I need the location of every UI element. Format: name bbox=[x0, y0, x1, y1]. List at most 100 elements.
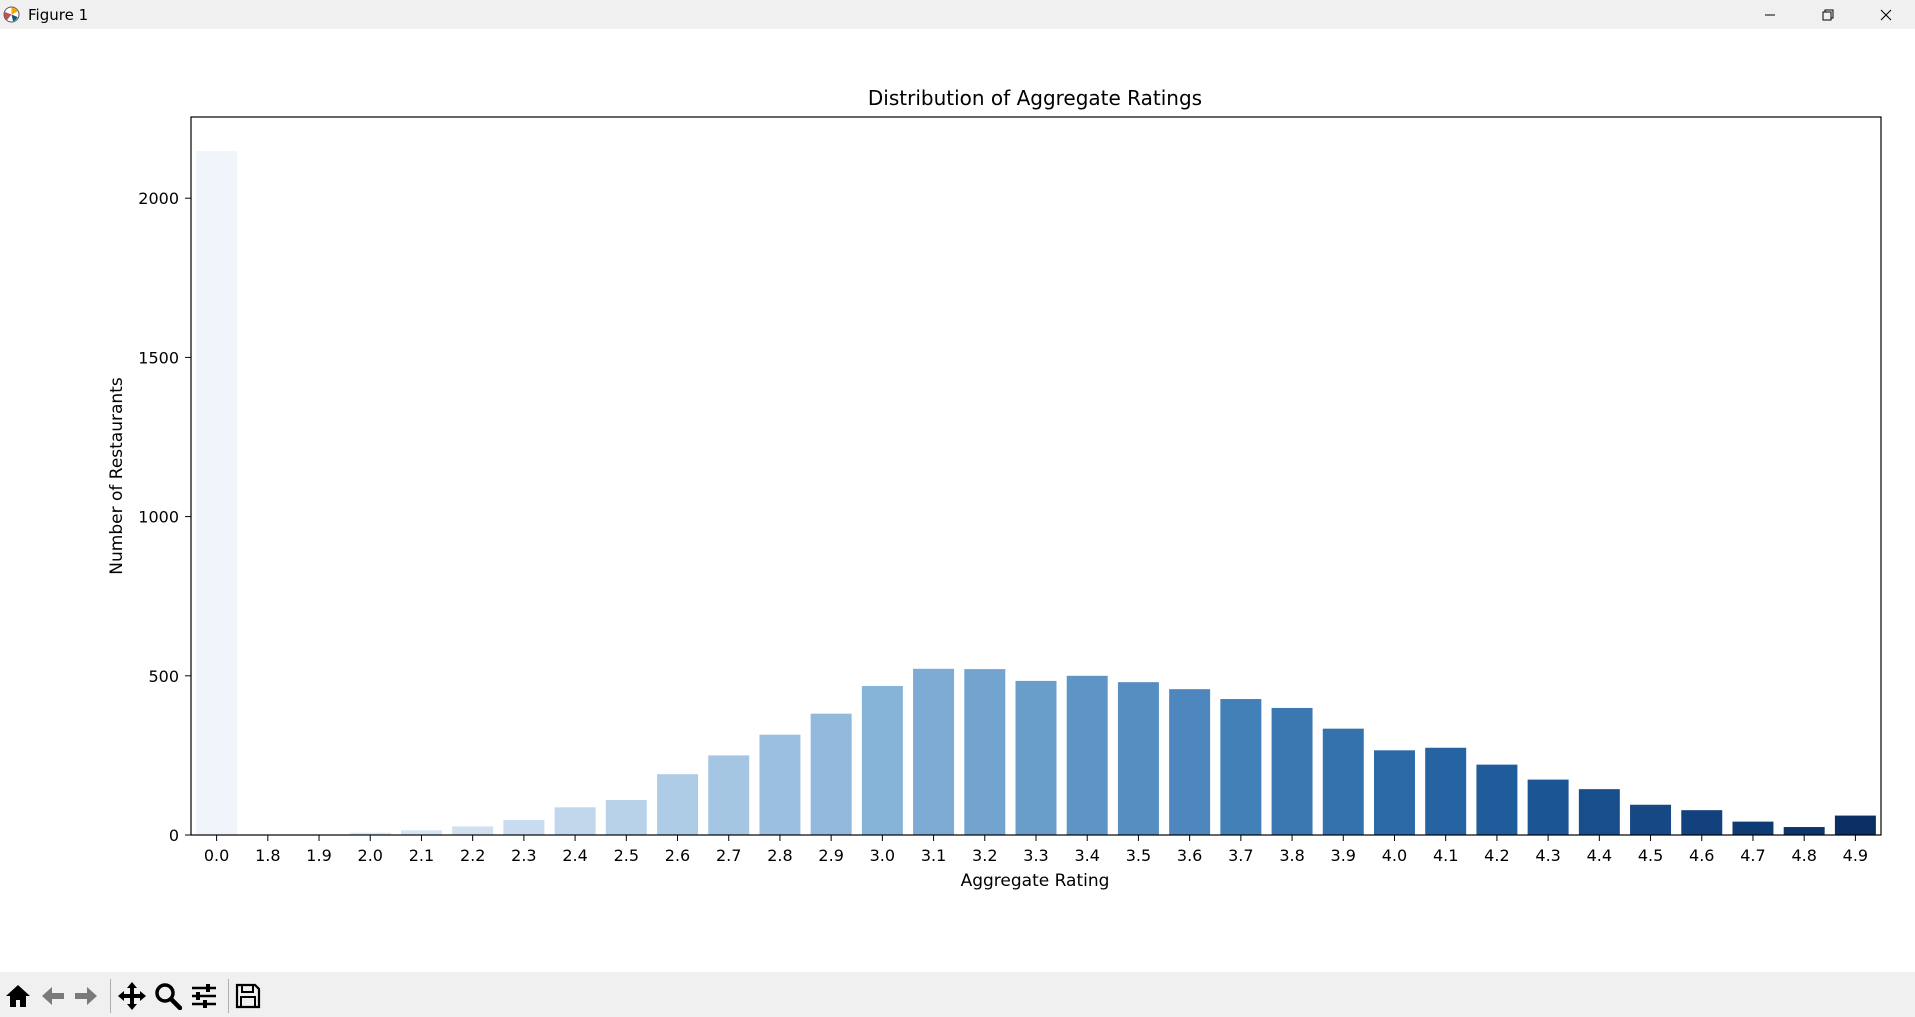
forward-arrow-icon bbox=[75, 987, 97, 1005]
restore-button[interactable] bbox=[1799, 0, 1857, 29]
bar-2.1 bbox=[400, 830, 442, 835]
restore-icon bbox=[1822, 9, 1834, 20]
x-tick-label: 2.9 bbox=[818, 846, 843, 865]
bar-3.2 bbox=[964, 669, 1006, 835]
y-tick-label: 0 bbox=[169, 826, 179, 845]
x-tick-label: 4.7 bbox=[1740, 846, 1765, 865]
bar-3.1 bbox=[913, 668, 955, 835]
x-tick-label: 2.2 bbox=[460, 846, 485, 865]
x-tick-label: 0.0 bbox=[204, 846, 229, 865]
x-tick-label: 2.3 bbox=[511, 846, 536, 865]
x-tick-label: 4.0 bbox=[1382, 846, 1407, 865]
bar-2.6 bbox=[657, 774, 698, 835]
x-tick-label: 4.1 bbox=[1433, 846, 1458, 865]
y-tick-label: 1000 bbox=[138, 508, 179, 527]
minimize-icon bbox=[1765, 14, 1775, 15]
bar-2.0 bbox=[349, 832, 391, 835]
back-button[interactable] bbox=[37, 980, 69, 1012]
x-tick-label: 1.8 bbox=[255, 846, 280, 865]
bar-2.3 bbox=[503, 820, 545, 835]
x-tick-label: 3.5 bbox=[1126, 846, 1151, 865]
x-tick-label: 3.0 bbox=[870, 846, 895, 865]
pan-button[interactable] bbox=[116, 980, 148, 1012]
save-icon bbox=[235, 983, 261, 1009]
x-tick-label: 3.4 bbox=[1074, 846, 1099, 865]
bar-3.5 bbox=[1117, 682, 1159, 835]
minimize-button[interactable] bbox=[1741, 0, 1799, 29]
zoom-icon bbox=[155, 983, 182, 1010]
x-tick-label: 3.1 bbox=[921, 846, 946, 865]
close-icon bbox=[1880, 9, 1892, 20]
bar-2.2 bbox=[452, 826, 494, 835]
bar-4.2 bbox=[1476, 764, 1518, 835]
bar-2.7 bbox=[708, 755, 750, 835]
save-button[interactable] bbox=[232, 980, 264, 1012]
bar-4.3 bbox=[1527, 779, 1569, 835]
chart-title: Distribution of Aggregate Ratings bbox=[868, 86, 1202, 110]
bar-3.0 bbox=[861, 685, 903, 835]
bar-2.4 bbox=[554, 807, 596, 835]
configure-subplots-button[interactable] bbox=[188, 980, 220, 1012]
x-tick-label: 2.5 bbox=[614, 846, 639, 865]
bar-2.8 bbox=[759, 734, 801, 835]
x-tick-label: 2.8 bbox=[767, 846, 792, 865]
y-axis: 0 500 1000 1500 2000 bbox=[138, 189, 191, 845]
bar-3.8 bbox=[1271, 707, 1313, 835]
bar-4.0 bbox=[1374, 750, 1415, 835]
x-tick-label: 4.6 bbox=[1689, 846, 1714, 865]
bar-4.9 bbox=[1834, 815, 1876, 835]
bar-3.4 bbox=[1066, 675, 1108, 835]
pan-icon bbox=[118, 982, 146, 1010]
home-icon bbox=[6, 985, 30, 1007]
bar-4.5 bbox=[1630, 804, 1672, 835]
x-tick-label: 3.7 bbox=[1228, 846, 1253, 865]
x-tick-label: 2.7 bbox=[716, 846, 741, 865]
y-tick-label: 2000 bbox=[138, 189, 179, 208]
window-title: Figure 1 bbox=[28, 6, 89, 24]
figure-canvas: Distribution of Aggregate Ratings 0 500 10… bbox=[0, 29, 1915, 972]
y-tick-label: 1500 bbox=[138, 348, 179, 367]
x-tick-label: 3.3 bbox=[1023, 846, 1048, 865]
x-tick-label: 1.9 bbox=[306, 846, 331, 865]
x-tick-label: 4.9 bbox=[1843, 846, 1868, 865]
x-tick-label: 4.2 bbox=[1484, 846, 1509, 865]
y-axis-label: Number of Restaurants bbox=[107, 377, 127, 575]
bar-4.8 bbox=[1783, 827, 1825, 835]
x-tick-label: 3.9 bbox=[1331, 846, 1356, 865]
x-tick-label: 4.4 bbox=[1587, 846, 1612, 865]
bar-3.3 bbox=[1015, 680, 1057, 835]
x-tick-label: 3.2 bbox=[972, 846, 997, 865]
bar-0.0 bbox=[196, 151, 238, 835]
bar-4.7 bbox=[1732, 821, 1774, 835]
matplotlib-logo-icon bbox=[3, 6, 20, 23]
zoom-button[interactable] bbox=[152, 980, 184, 1012]
bar-3.7 bbox=[1220, 699, 1262, 835]
x-tick-label: 4.8 bbox=[1791, 846, 1816, 865]
x-tick-label: 4.3 bbox=[1535, 846, 1560, 865]
x-tick-label: 4.5 bbox=[1638, 846, 1663, 865]
back-arrow-icon bbox=[42, 987, 64, 1005]
x-tick-label: 2.6 bbox=[665, 846, 690, 865]
toolbar-separator bbox=[228, 979, 229, 1013]
window-titlebar: Figure 1 bbox=[0, 0, 1915, 29]
bar-2.5 bbox=[605, 799, 647, 835]
x-axis-label: Aggregate Rating bbox=[961, 871, 1110, 891]
x-axis: 0.0 1.8 1.9 2.0 2.1 2.2 2.3 2.4 2.5 2.6 2.7 2.8 2.9 3… bbox=[204, 835, 1868, 865]
x-tick-label: 2.0 bbox=[358, 846, 383, 865]
x-tick-label: 3.8 bbox=[1279, 846, 1304, 865]
bar-3.6 bbox=[1169, 689, 1211, 835]
bars-layer bbox=[196, 151, 1876, 835]
x-tick-label: 3.6 bbox=[1177, 846, 1202, 865]
bar-4.4 bbox=[1578, 789, 1620, 835]
bar-4.1 bbox=[1425, 747, 1467, 835]
forward-button[interactable] bbox=[70, 980, 102, 1012]
x-tick-label: 2.1 bbox=[409, 846, 434, 865]
configure-subplots-icon bbox=[192, 984, 216, 1008]
x-tick-label: 2.4 bbox=[562, 846, 587, 865]
close-button[interactable] bbox=[1857, 0, 1915, 29]
home-button[interactable] bbox=[2, 980, 34, 1012]
axes-frame bbox=[190, 116, 1882, 836]
bar-chart: Distribution of Aggregate Ratings 0 500 10… bbox=[107, 86, 1882, 891]
bar-2.9 bbox=[810, 713, 852, 835]
bar-4.6 bbox=[1681, 810, 1723, 835]
